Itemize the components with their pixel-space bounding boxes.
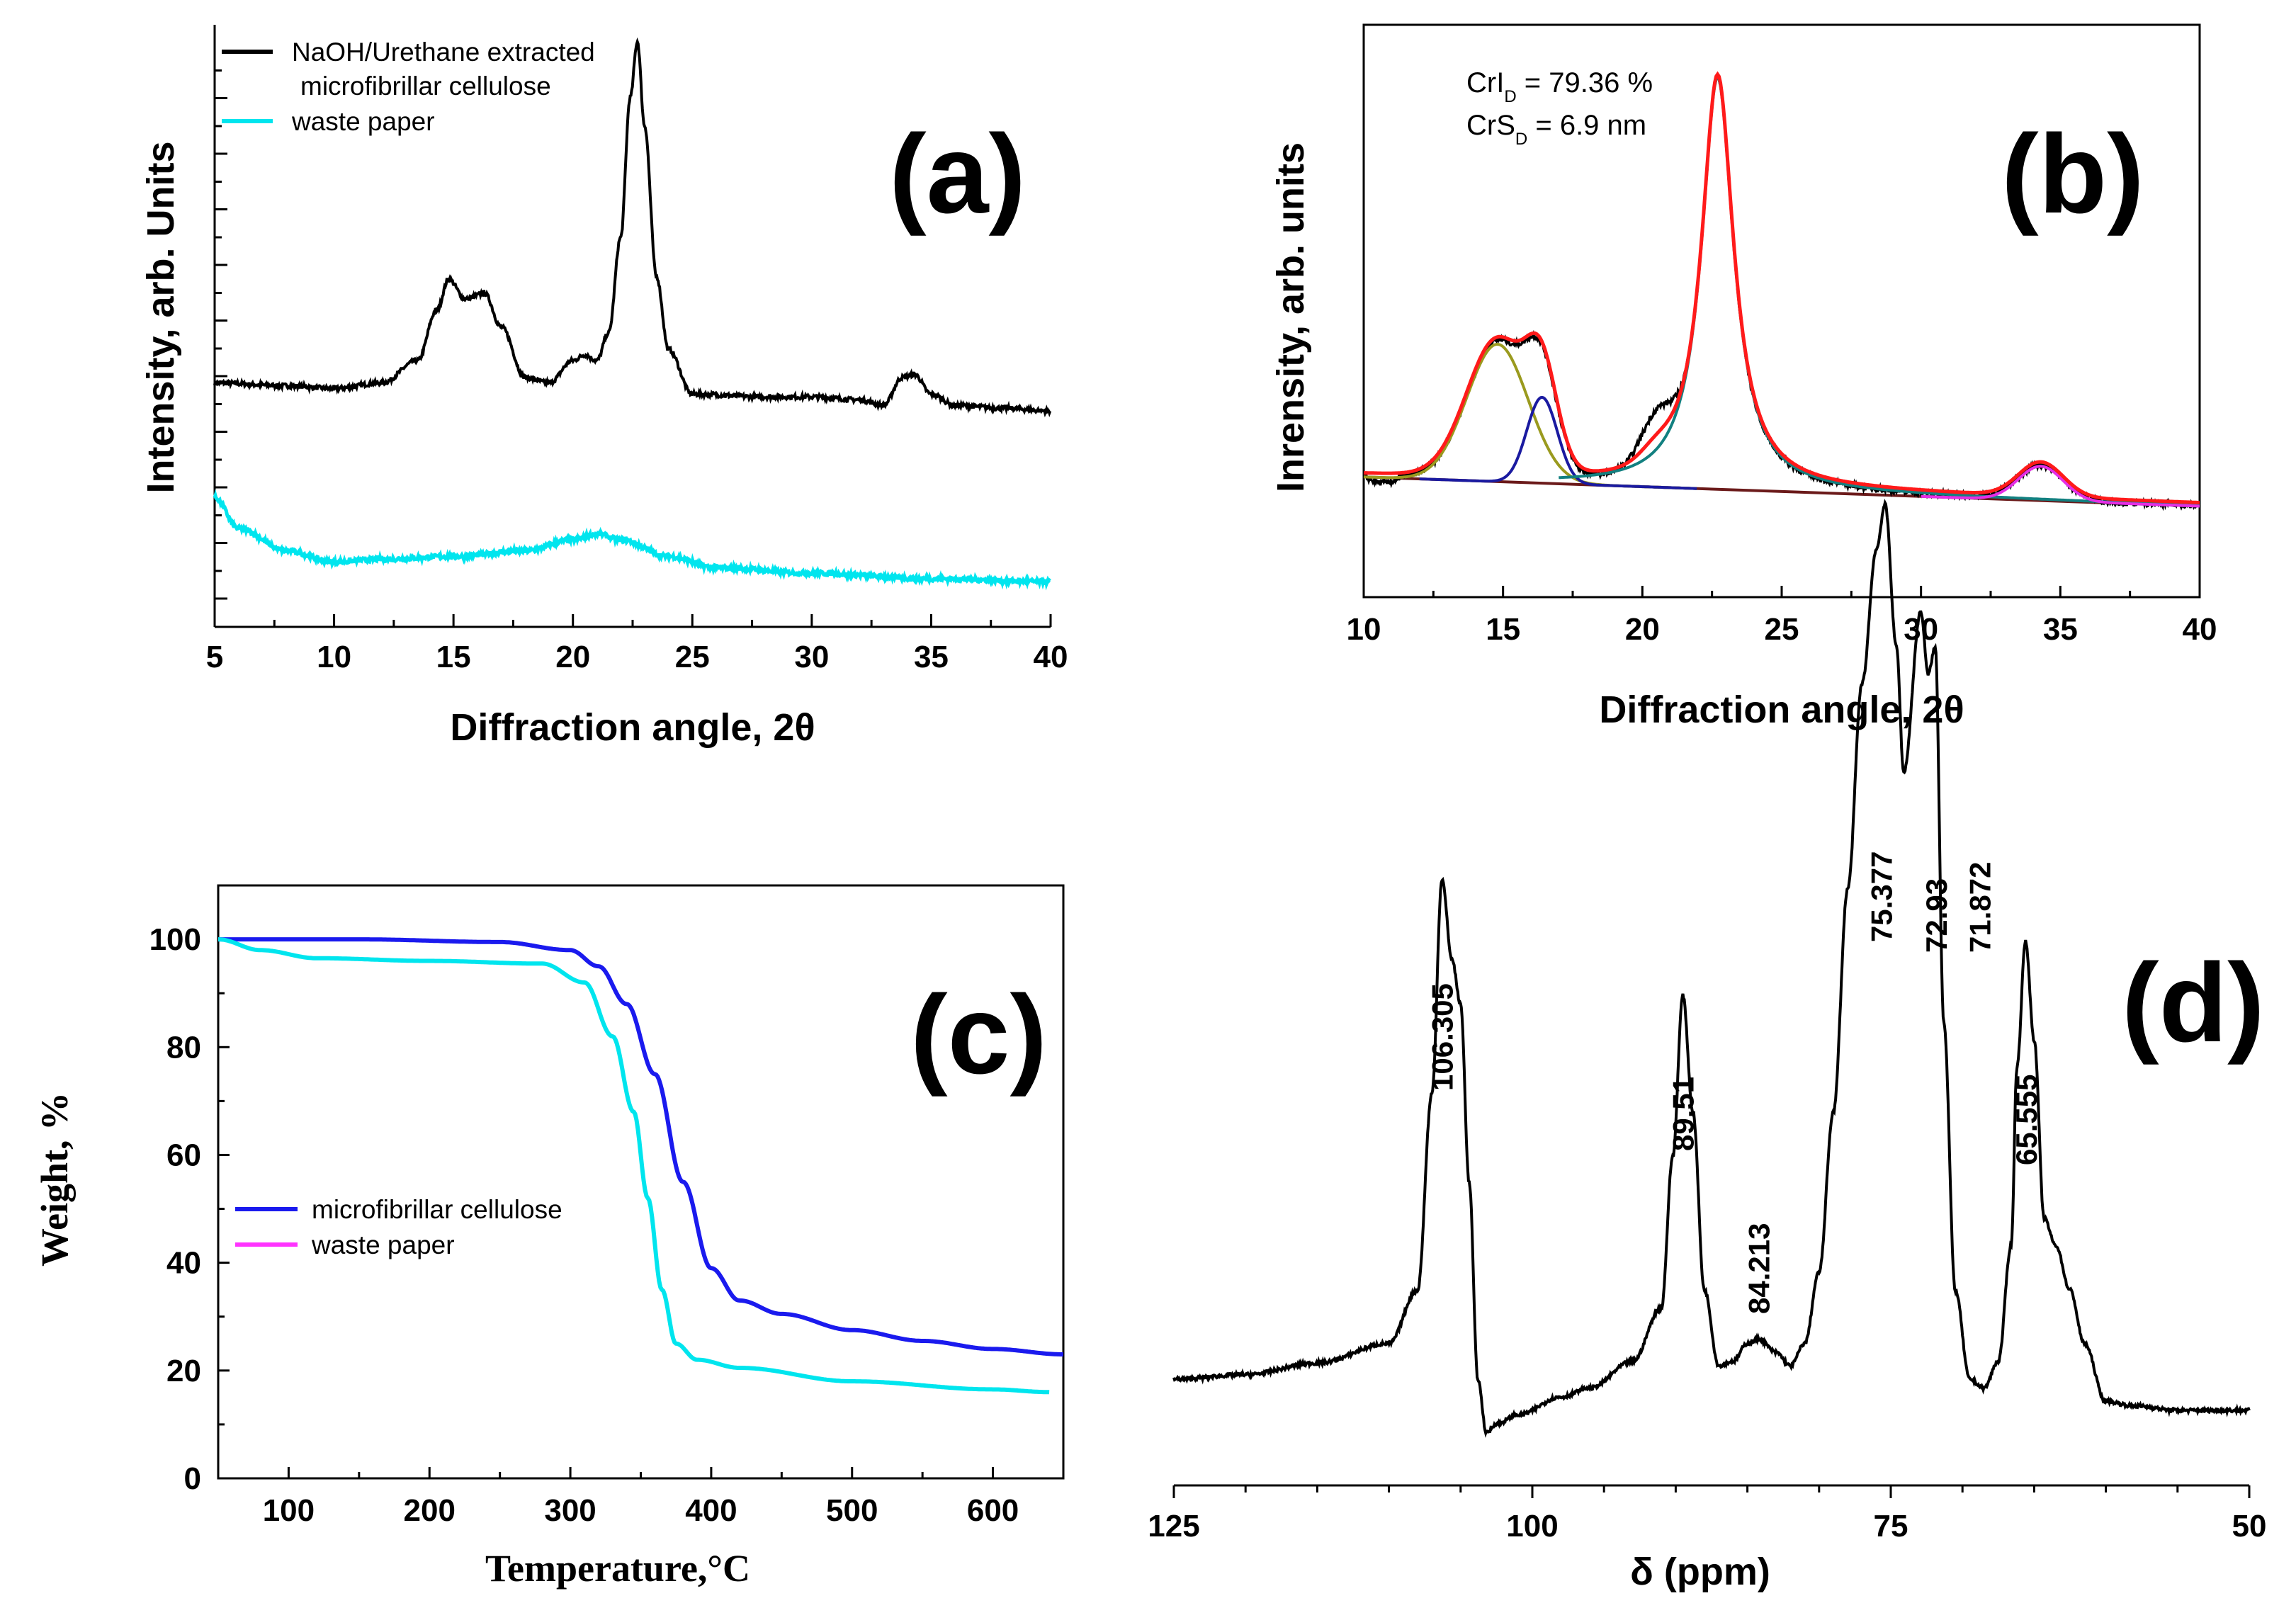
b-peak-2-line: [1419, 395, 1697, 490]
c-legend-label-1: microfibrillar cellulose: [312, 1195, 562, 1224]
a-y-axis-title: Intensity, arb. Units: [140, 141, 182, 493]
a-x-tick-label: 35: [914, 640, 949, 674]
a-x-tick-label: 10: [317, 640, 351, 674]
c-panel-letter: (c): [910, 973, 1047, 1097]
b-peak-4-line: [1921, 465, 2200, 508]
c-y-tick-label: 60: [166, 1138, 201, 1172]
a-legend-label-1b: microfibrillar cellulose: [300, 72, 551, 101]
d-spectrum-line: [1172, 499, 2251, 1438]
d-x-tick-label: 100: [1506, 1509, 1558, 1543]
c-ticks: [217, 884, 1065, 1480]
b-annotation-crs: CrSD = 6.9 nm: [1466, 110, 1646, 149]
a-series: [213, 37, 1052, 591]
c-x-tick-label: 300: [544, 1493, 596, 1528]
panel-d: 125 100 75 50 106.305 89.51 84.213 75.377 72.93…: [1148, 499, 2266, 1593]
d-peak-labels: 106.305 89.51 84.213 75.377 72.93 71.872 65.55…: [1425, 851, 2043, 1314]
b-x-tick-label: 25: [1765, 612, 1799, 647]
b-ticks: [1362, 586, 2201, 597]
c-x-tick-label: 100: [263, 1493, 315, 1528]
a-series-mfc-line: [213, 37, 1052, 418]
a-panel-letter: (a): [889, 112, 1026, 237]
d-x-tick-label: 50: [2232, 1509, 2267, 1543]
c-series-waste-paper-line: [218, 937, 1050, 1395]
d-peak-label: 106.305: [1425, 983, 1459, 1091]
c-y-tick-label: 80: [166, 1030, 201, 1065]
a-x-axis-title: Diffraction angle, 2θ: [450, 706, 815, 749]
a-x-tick-label: 20: [555, 640, 590, 674]
a-x-tick-label: 40: [1034, 640, 1068, 674]
c-y-axis-title: Weight, %: [33, 1092, 76, 1267]
b-fit-line: [1363, 71, 2200, 504]
b-x-tick-label: 10: [1347, 612, 1381, 647]
d-panel-letter: (d): [2122, 941, 2265, 1065]
d-peak-label: 71.872: [1963, 862, 1996, 953]
a-x-tick-label: 25: [675, 640, 710, 674]
b-annotation-cri-sub: D: [1504, 87, 1516, 106]
b-annotation-cri-base: CrI: [1466, 67, 1504, 98]
d-x-tick-label: 75: [1874, 1509, 1908, 1543]
b-annotation-cri-value: = 79.36 %: [1517, 67, 1653, 98]
a-x-tick-label: 30: [794, 640, 829, 674]
c-y-tick-label: 100: [149, 922, 201, 957]
b-x-tick-labels: 10 15 20 25 30 35 40: [1347, 612, 2217, 647]
b-x-axis-title: Diffraction angle, 2θ: [1599, 689, 1964, 731]
d-peak-label: 75.377: [1865, 851, 1898, 942]
a-ticks: [213, 614, 1052, 627]
panel-b: 10 15 20 25 30 35 40 CrID = 79.36 % CrSD = 6.9…: [1269, 23, 2217, 731]
d-series: [1172, 499, 2251, 1438]
b-y-axis-title: Inrensity, arb. units: [1269, 142, 1312, 492]
a-y-ticks: [215, 69, 227, 600]
a-x-tick-label: 5: [206, 640, 223, 674]
c-x-tick-label: 200: [404, 1493, 456, 1528]
b-x-tick-label: 35: [2043, 612, 2078, 647]
c-x-tick-label: 500: [826, 1493, 878, 1528]
c-y-tick-label: 20: [166, 1354, 201, 1388]
c-x-tick-label: 400: [685, 1493, 737, 1528]
c-series: [218, 937, 1063, 1395]
a-legend-label-2: waste paper: [291, 107, 435, 136]
a-x-tick-label: 15: [436, 640, 471, 674]
a-legend-label-1a: NaOH/Urethane extracted: [292, 38, 595, 67]
panel-a: 5 10 15 20 25 30 35 40 NaOH/Urethane extracted …: [140, 25, 1068, 749]
c-y-tick-label: 0: [184, 1461, 201, 1496]
c-legend-label-2: waste paper: [311, 1230, 455, 1259]
c-y-tick-labels: 0 20 40 60 80 100: [149, 922, 201, 1496]
b-annotation-crs-value: = 6.9 nm: [1527, 110, 1646, 141]
a-x-tick-labels: 5 10 15 20 25 30 35 40: [206, 640, 1068, 674]
d-peak-label: 84.213: [1743, 1223, 1776, 1314]
d-ticks: [1172, 1485, 2251, 1498]
b-x-tick-label: 40: [2183, 612, 2217, 647]
d-x-tick-labels: 125 100 75 50: [1148, 1509, 2266, 1543]
b-annotation-crs-base: CrS: [1466, 110, 1515, 141]
b-x-tick-label: 15: [1486, 612, 1520, 647]
panel-c: 100 200 300 400 500 600 0 20 40 60 80 100 microfib…: [33, 884, 1065, 1590]
d-x-axis-title: δ (ppm): [1630, 1551, 1770, 1593]
c-x-tick-label: 600: [967, 1493, 1019, 1528]
a-series-waste-paper-line: [213, 489, 1051, 591]
d-peak-label: 72.93: [1920, 878, 1953, 953]
b-annotation-cri: CrID = 79.36 %: [1466, 67, 1653, 106]
d-peak-label: 89.51: [1666, 1077, 1700, 1151]
b-panel-letter: (b): [2001, 112, 2144, 237]
d-peak-label: 65.555: [2010, 1075, 2043, 1165]
c-x-axis-title: Temperature,°C: [485, 1547, 750, 1590]
c-series-mfc-line: [218, 937, 1063, 1356]
d-x-tick-label: 125: [1148, 1509, 1199, 1543]
b-series: [1362, 71, 2200, 511]
c-y-tick-label: 40: [166, 1246, 201, 1281]
b-x-tick-label: 20: [1625, 612, 1660, 647]
c-x-tick-labels: 100 200 300 400 500 600: [263, 1493, 1019, 1528]
b-annotation-crs-sub: D: [1515, 130, 1527, 149]
